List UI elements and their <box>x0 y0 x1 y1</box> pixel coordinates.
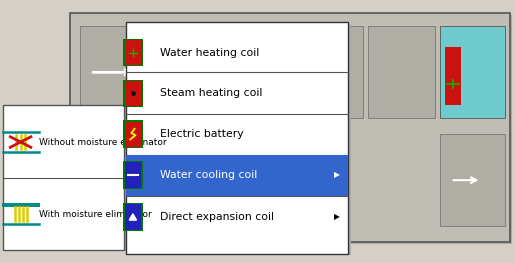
Bar <box>368 26 435 118</box>
Bar <box>152 26 219 118</box>
Text: Without moisture eliminator: Without moisture eliminator <box>39 138 166 146</box>
Bar <box>125 204 141 230</box>
Text: Electric battery: Electric battery <box>160 129 243 139</box>
Text: ▶: ▶ <box>334 213 340 221</box>
Bar <box>126 22 348 254</box>
Text: Direct expansion coil: Direct expansion coil <box>160 212 273 222</box>
Bar <box>80 134 147 226</box>
Bar <box>72 15 512 244</box>
Bar <box>440 134 505 226</box>
Bar <box>80 26 147 118</box>
Bar <box>296 26 363 118</box>
Bar <box>123 203 143 231</box>
Bar <box>3 105 124 250</box>
Bar <box>129 24 351 255</box>
Bar <box>123 120 143 148</box>
Bar <box>152 134 219 226</box>
Bar <box>123 39 143 66</box>
Bar <box>440 26 505 118</box>
Bar <box>123 161 143 189</box>
Bar <box>70 13 510 242</box>
Bar <box>224 134 291 226</box>
Bar <box>125 40 141 65</box>
Text: Water heating coil: Water heating coil <box>160 48 259 58</box>
Bar <box>125 81 141 106</box>
Text: Steam heating coil: Steam heating coil <box>160 88 262 98</box>
Bar <box>5 107 126 251</box>
Bar <box>445 47 461 105</box>
Polygon shape <box>129 214 136 220</box>
Bar <box>126 155 348 196</box>
Bar <box>123 79 143 107</box>
Bar <box>224 26 291 118</box>
Bar <box>125 122 141 147</box>
Text: Water cooling coil: Water cooling coil <box>160 170 257 180</box>
Bar <box>125 162 141 188</box>
Text: ▶: ▶ <box>334 170 340 179</box>
Text: With moisture eliminator: With moisture eliminator <box>39 210 151 219</box>
